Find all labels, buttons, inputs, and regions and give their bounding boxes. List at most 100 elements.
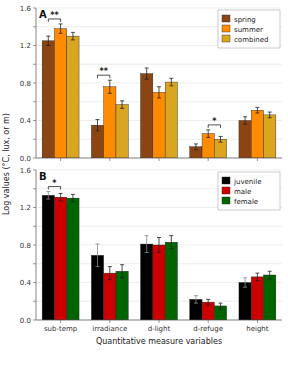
tick-label: 1.6 [20, 167, 32, 175]
tick [33, 83, 36, 84]
error-bar [108, 80, 112, 93]
error-bar [169, 236, 173, 249]
tick [33, 320, 36, 321]
bar [54, 29, 66, 158]
legend-label: female [234, 198, 258, 206]
tick [33, 226, 36, 227]
tick [60, 158, 61, 161]
bar [202, 134, 214, 158]
error-stem [60, 193, 61, 201]
error-cap [194, 303, 198, 304]
bar [104, 87, 116, 158]
error-stem [122, 101, 123, 109]
legend: juvenilemalefemale [218, 172, 280, 210]
tick [33, 263, 36, 264]
error-cap [169, 248, 173, 249]
annotation: ** [50, 11, 59, 20]
tick-label: sub-temp [44, 325, 78, 333]
error-cap [120, 100, 124, 101]
error-cap [157, 98, 161, 99]
error-bar [96, 120, 100, 131]
error-cap [157, 252, 161, 253]
legend-swatch [222, 197, 230, 204]
error-stem [269, 271, 270, 279]
error-cap [219, 303, 223, 304]
error-cap [255, 273, 259, 274]
error-cap [96, 119, 100, 120]
chart: 0.00.40.81.21.6*****Aspringsummercombine… [0, 0, 288, 370]
error-stem [146, 236, 147, 253]
tick [33, 301, 36, 302]
error-bar [268, 112, 272, 118]
error-cap [157, 237, 161, 238]
error-bar [157, 87, 161, 98]
error-stem [159, 87, 160, 98]
bar [42, 195, 54, 320]
error-stem [109, 267, 110, 280]
grid-line [36, 8, 282, 9]
error-cap [96, 130, 100, 131]
tick [208, 320, 209, 323]
error-bar [59, 193, 63, 201]
error-bar [120, 101, 124, 109]
error-cap [145, 68, 149, 69]
tick [33, 207, 36, 208]
tick-label: 0.0 [20, 317, 31, 325]
error-bar [255, 273, 259, 281]
tick [109, 158, 110, 161]
legend-swatch [222, 187, 230, 194]
error-cap [108, 279, 112, 280]
tick [33, 245, 36, 246]
tick [257, 158, 258, 161]
bar [67, 36, 79, 158]
error-cap [243, 277, 247, 278]
error-bar [255, 107, 259, 113]
error-stem [97, 120, 98, 131]
error-stem [159, 238, 160, 253]
error-cap [268, 278, 272, 279]
error-cap [46, 199, 50, 200]
bar [116, 271, 128, 320]
tick-label: 0.8 [20, 242, 31, 250]
legend-label: spring [234, 16, 256, 24]
error-cap [59, 200, 63, 201]
tick [60, 320, 61, 323]
marks [42, 192, 276, 320]
error-cap [206, 305, 210, 306]
error-bar [120, 265, 124, 278]
tick-label: d-light [148, 325, 171, 333]
error-cap [71, 39, 75, 40]
tick-label: 0.4 [20, 117, 32, 125]
bar [165, 82, 177, 158]
error-cap [120, 108, 124, 109]
error-cap [108, 93, 112, 94]
error-stem [220, 136, 221, 142]
error-cap [120, 264, 124, 265]
tick [33, 8, 36, 9]
tick-label: irradiance [92, 325, 127, 333]
bar [251, 110, 263, 158]
tick [33, 101, 36, 102]
error-cap [120, 277, 124, 278]
error-cap [255, 107, 259, 108]
error-cap [59, 193, 63, 194]
error-cap [108, 80, 112, 81]
error-stem [109, 80, 110, 93]
tick [33, 188, 36, 189]
error-cap [219, 142, 223, 143]
error-bar [219, 136, 223, 142]
error-stem [195, 296, 196, 304]
error-cap [59, 23, 63, 24]
y-label: Log values (°C, lux, or m) [2, 113, 11, 215]
error-cap [243, 287, 247, 288]
bar [153, 92, 165, 158]
tick [33, 120, 36, 121]
tick-label: d-refuge [193, 325, 223, 333]
error-stem [60, 24, 61, 33]
error-cap [145, 252, 149, 253]
error-cap [206, 137, 210, 138]
error-cap [46, 45, 50, 46]
tick [208, 158, 209, 161]
error-bar [46, 192, 50, 200]
error-stem [245, 117, 246, 125]
